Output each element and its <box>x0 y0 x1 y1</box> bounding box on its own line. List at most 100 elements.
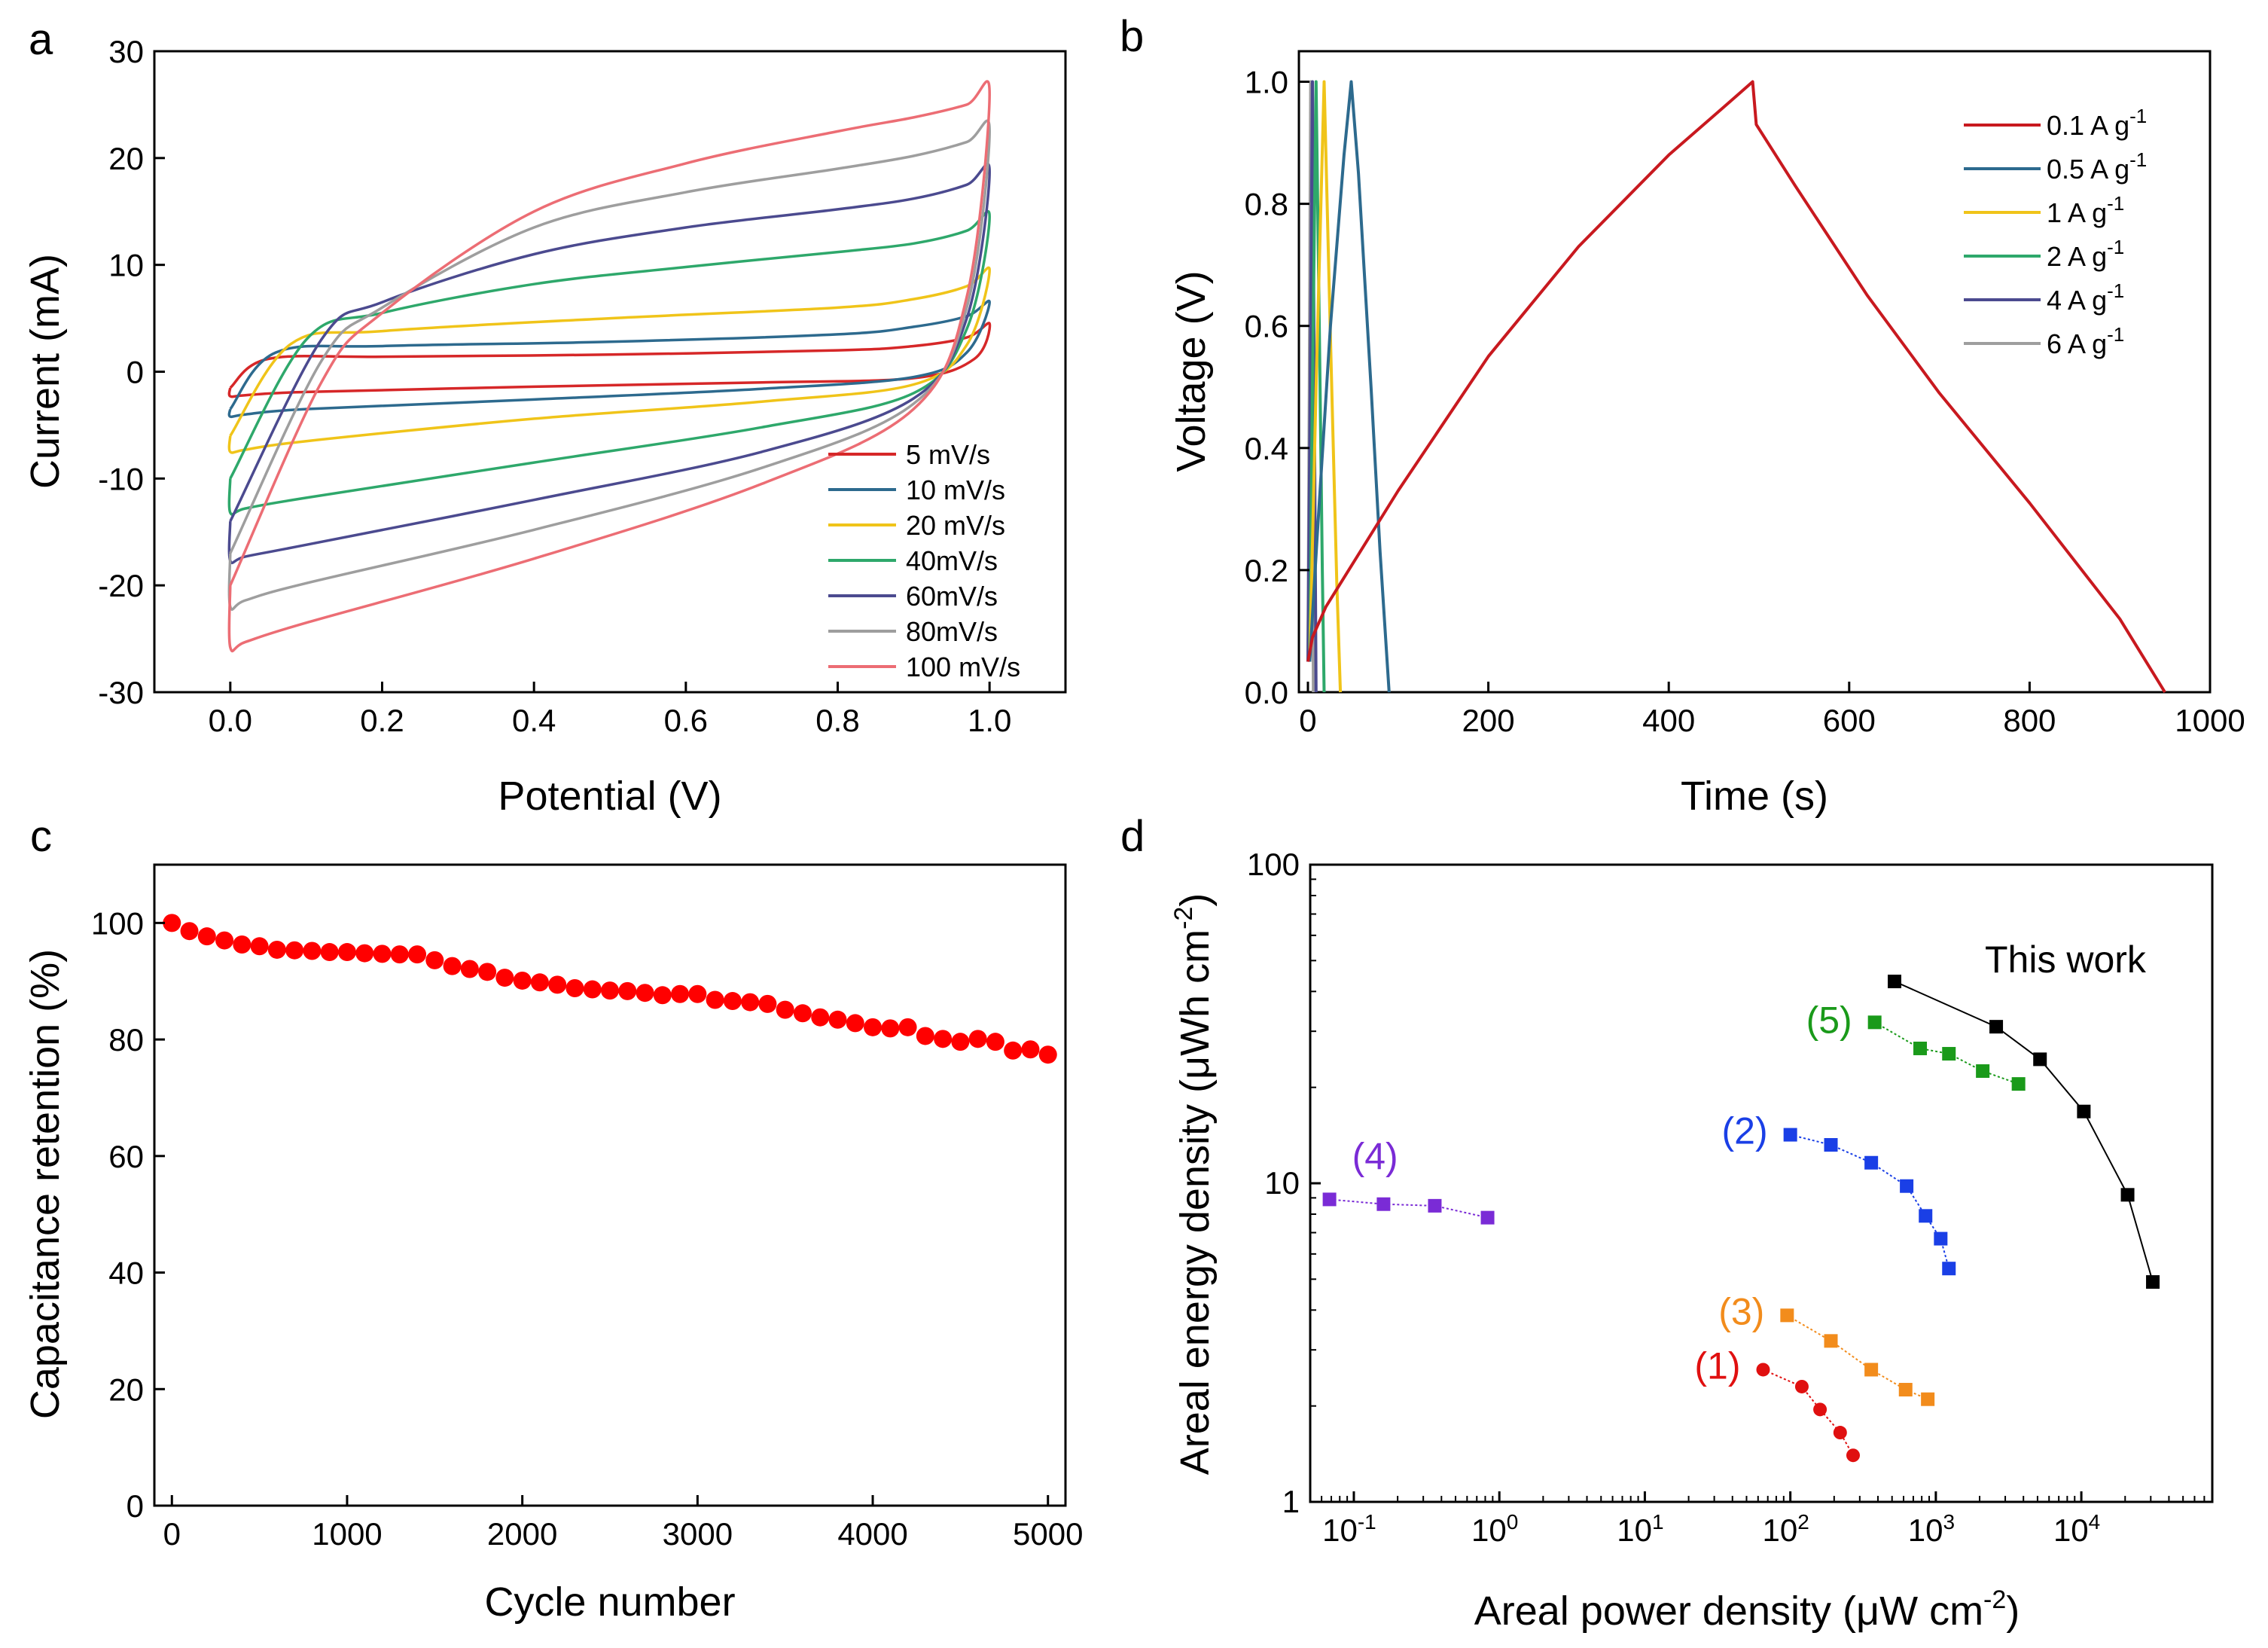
data-point <box>2077 1104 2091 1119</box>
x-tick-label: 1.0 <box>968 703 1011 738</box>
y-tick-label: 0 <box>127 1488 144 1524</box>
gcd-curve-2 <box>1308 80 1343 693</box>
x-tick-label: 4000 <box>837 1516 907 1552</box>
panel-a: a 0.0 0.2 0.4 0.6 0.8 1.0 -30 -20 -10 0 10 20 30 5 m… <box>23 15 1067 819</box>
data-point <box>1833 1426 1847 1440</box>
retention-point <box>267 940 286 959</box>
legend-unit: A g <box>2068 285 2107 316</box>
x-tick-label: 800 <box>2003 703 2056 738</box>
series-label-4: (3) <box>1718 1290 1764 1332</box>
x-axis-title-c: Cycle number <box>484 1579 735 1625</box>
legend-rate: 4 <box>2047 285 2062 316</box>
x-tick-label: 0.8 <box>815 703 859 738</box>
legend-superscript: -1 <box>2107 279 2124 302</box>
axis-ticks-c: 0 1000 2000 3000 4000 5000 0 20 40 60 80 100 <box>91 905 1084 1552</box>
retention-point <box>460 960 479 978</box>
gcd-curve-0 <box>1306 80 2166 694</box>
y-tick-label: 60 <box>108 1139 144 1174</box>
cv-curve-4 <box>227 163 991 565</box>
retention-point <box>495 969 514 987</box>
x-tick-base: 10 <box>2053 1512 2089 1548</box>
data-point <box>1783 1128 1797 1142</box>
legend-rate: 0.5 <box>2047 154 2084 185</box>
retention-point <box>671 984 690 1003</box>
x-tick-base: 10 <box>1471 1512 1507 1548</box>
x-tick-label: 100 <box>1471 1510 1518 1548</box>
legend-space <box>2084 110 2090 141</box>
x-axis-title-a: Potential (V) <box>498 774 721 819</box>
data-point <box>1480 1210 1495 1225</box>
y-tick-label: 30 <box>108 34 144 69</box>
legend-label: 6 A g-1 <box>2047 323 2124 359</box>
data-point <box>1976 1064 1990 1079</box>
x-tick-exponent: -1 <box>1358 1510 1376 1534</box>
data-point <box>1989 1020 2004 1034</box>
retention-point <box>180 922 199 941</box>
retention-point <box>793 1004 812 1023</box>
legend-label: 1 A g-1 <box>2047 192 2124 228</box>
retention-points <box>163 914 1057 1064</box>
retention-point <box>601 981 619 1000</box>
retention-point <box>1038 1045 1057 1064</box>
legend-unit: A g <box>2068 241 2107 272</box>
cv-curve-1 <box>227 299 991 419</box>
panel-c: c 0 1000 2000 3000 4000 5000 0 20 40 60 80 100 Cycl… <box>23 812 1083 1625</box>
data-point <box>1864 1155 1879 1170</box>
retention-point <box>233 935 251 954</box>
data-point <box>2146 1275 2160 1289</box>
legend-rate: 6 <box>2047 328 2062 359</box>
x-tick-exponent: 0 <box>1507 1510 1519 1534</box>
y-tick-label: 0 <box>127 355 144 390</box>
x-tick-label: 0.0 <box>209 703 252 738</box>
panel-letter-d: d <box>1120 812 1145 861</box>
x-tick-label: 101 <box>1617 1510 1663 1548</box>
legend-label: 0.5 A g-1 <box>2047 148 2147 185</box>
y-tick-label: 10 <box>1264 1165 1300 1201</box>
x-tick-label: 0 <box>163 1516 181 1552</box>
retention-point <box>951 1033 970 1051</box>
data-point <box>1867 1015 1882 1030</box>
legend-label: 60mV/s <box>906 581 998 612</box>
x-axis-title-b: Time (s) <box>1681 774 1828 819</box>
retention-point <box>548 975 567 994</box>
cv-curve-2 <box>227 266 991 454</box>
retention-point <box>881 1019 900 1038</box>
series-annotations-d: This work (5) (2) (4) (3) (1) <box>1352 938 2147 1387</box>
gcd-curves <box>1306 80 2166 694</box>
retention-point <box>1004 1041 1023 1060</box>
x-tick-label: 600 <box>1823 703 1876 738</box>
series-label-5: (1) <box>1694 1344 1740 1387</box>
y-tick-label: -10 <box>98 461 144 496</box>
axis-ticks-a: 0.0 0.2 0.4 0.6 0.8 1.0 -30 -20 -10 0 10 20 30 <box>98 34 1011 738</box>
legend-space <box>2062 285 2068 316</box>
y-tick-label: 0.8 <box>1245 187 1288 222</box>
x-tick-exponent: 1 <box>1652 1510 1664 1534</box>
retention-point <box>337 943 356 962</box>
legend-rate: 2 <box>2047 241 2062 272</box>
y-tick-label: -30 <box>98 675 144 710</box>
retention-point <box>285 941 304 960</box>
legend-label: 40mV/s <box>906 545 998 576</box>
data-point <box>1813 1402 1828 1417</box>
data-point <box>1887 975 1901 989</box>
retention-point <box>618 981 637 1000</box>
retention-point <box>776 1000 794 1019</box>
retention-point <box>741 993 760 1012</box>
data-point <box>1913 1041 1928 1055</box>
data-point <box>1794 1379 1809 1393</box>
series-line-3 <box>1329 1198 1488 1219</box>
x-axis-title-d: Areal power density (μW cm-2) <box>1474 1585 2020 1634</box>
data-point <box>1756 1363 1770 1377</box>
legend-label: 2 A g-1 <box>2047 236 2124 272</box>
y-tick-label: 20 <box>108 1372 144 1407</box>
x-tick-label: 103 <box>1908 1510 1955 1548</box>
data-point <box>1864 1363 1879 1377</box>
legend-label: 20 mV/s <box>906 510 1005 541</box>
legend-label: 0.1 A g-1 <box>2047 105 2147 141</box>
retention-point <box>355 944 374 963</box>
legend-space <box>2062 197 2068 228</box>
legend-superscript: -1 <box>2107 323 2124 346</box>
data-point <box>1919 1209 1933 1223</box>
series-line-2 <box>1790 1134 1950 1269</box>
data-point <box>1824 1334 1838 1348</box>
